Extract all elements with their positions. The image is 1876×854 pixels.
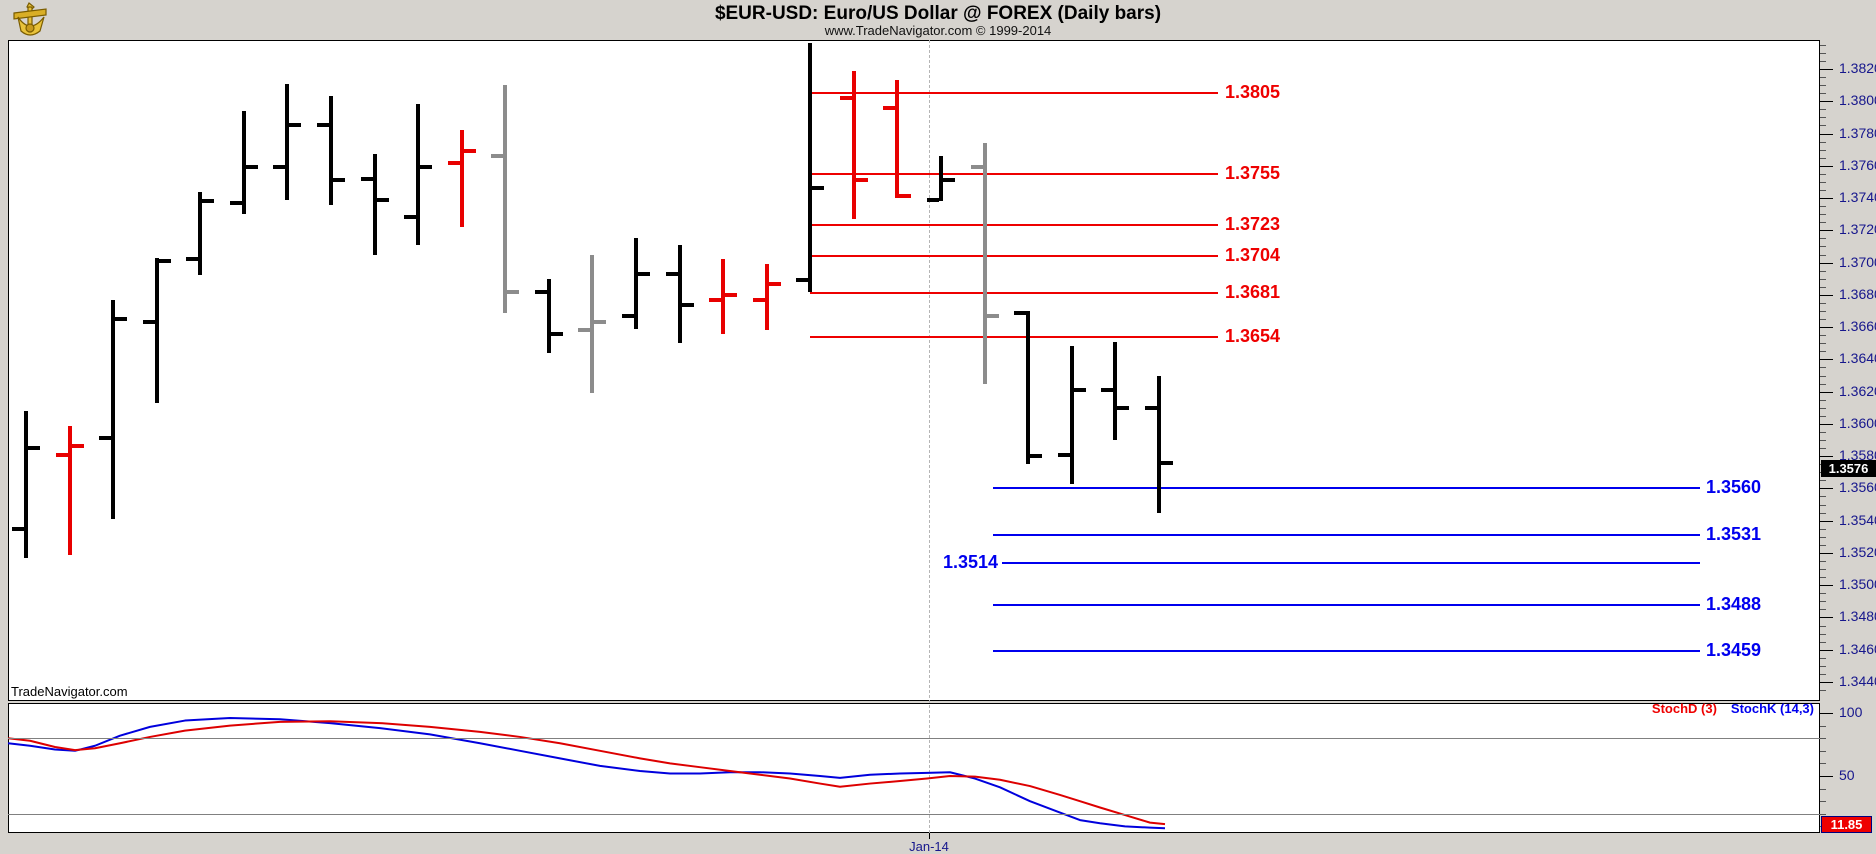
stochastic-panel-plot[interactable]: [8, 703, 1820, 833]
price-axis[interactable]: [1820, 0, 1876, 854]
time-axis[interactable]: [0, 833, 1820, 854]
chart-header: $EUR-USD: Euro/US Dollar @ FOREX (Daily …: [0, 0, 1876, 40]
price-chart-plot[interactable]: [8, 40, 1820, 701]
tradenavigator-logo: [8, 1, 54, 39]
chart-title: $EUR-USD: Euro/US Dollar @ FOREX (Daily …: [714, 3, 1162, 24]
chart-subtitle: www.TradeNavigator.com © 1999-2014: [824, 23, 1052, 38]
